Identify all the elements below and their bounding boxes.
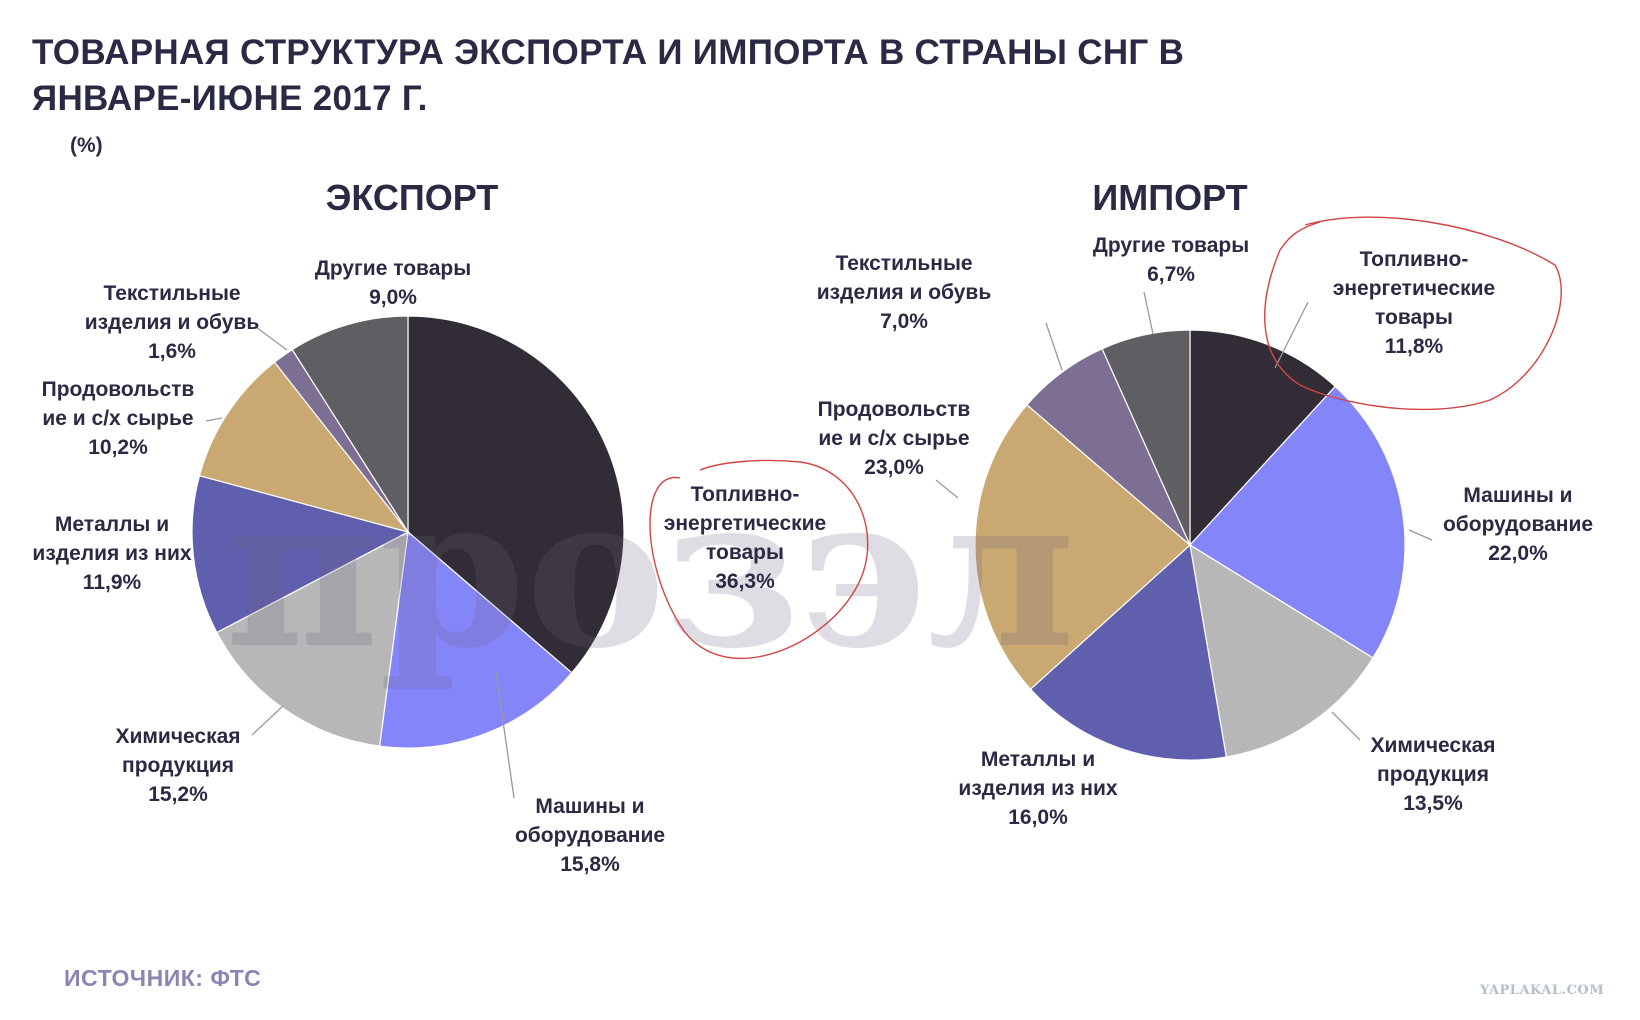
export-value-chemical: 15,2%: [148, 783, 208, 806]
export-label-line-fuel: товары: [706, 541, 784, 564]
import-chart-title: ИМПОРТ: [1092, 177, 1247, 218]
export-label-line-fuel: Топливно-: [691, 483, 800, 506]
import-label-line-machinery: оборудование: [1443, 513, 1593, 536]
unit-label: (%): [70, 134, 103, 157]
import-label-line-textile: изделия и обувь: [817, 281, 992, 304]
export-label-line-textile: Текстильные: [103, 282, 240, 305]
export-value-other: 9,0%: [369, 286, 417, 309]
export-value-textile: 1,6%: [148, 340, 196, 363]
import-slice-other: [1101, 329, 1191, 546]
export-label-line-machinery: Машины и: [535, 795, 644, 818]
import-value-metals: 16,0%: [1008, 806, 1068, 829]
export-slice-other: [291, 315, 409, 535]
import-label-line-metals: изделия из них: [958, 777, 1117, 800]
import-value-machinery: 22,0%: [1488, 542, 1548, 565]
import-value-other: 6,7%: [1147, 263, 1195, 286]
source-note: ИСТОЧНИК: ФТС: [64, 965, 262, 991]
import-label-line-metals: Металлы и: [981, 748, 1095, 771]
export-chart-title: ЭКСПОРТ: [326, 177, 499, 218]
export-value-fuel: 36,3%: [715, 570, 775, 593]
pie-slices-layer: [191, 315, 1406, 761]
import-label-line-fuel: товары: [1375, 306, 1453, 329]
import-leader-food: [935, 479, 959, 499]
export-slice-food: [198, 361, 410, 534]
import-leader-chemical: [1331, 711, 1361, 741]
import-slice-metals: [1029, 543, 1227, 761]
export-slice-fuel: [407, 315, 625, 674]
import-label-line-food: ие и с/х сырье: [818, 427, 969, 450]
export-label-metals: Металлы и изделия из них 11,9%: [32, 513, 191, 594]
export-label-line-chemical: продукция: [122, 754, 234, 777]
export-leader-chemical: [251, 705, 284, 736]
export-slice-metals: [191, 474, 410, 634]
export-slice-machinery: [378, 530, 573, 749]
export-label-line-textile: изделия и обувь: [85, 311, 260, 334]
import-label-textile: Текстильные изделия и обувь 7,0%: [817, 252, 992, 333]
import-label-food: Продовольств ие и с/х сырье 23,0%: [818, 398, 971, 479]
import-slice-machinery: [1189, 385, 1406, 659]
import-label-line-other: Другие товары: [1093, 234, 1249, 257]
export-value-machinery: 15,8%: [560, 853, 620, 876]
import-slice-food: [974, 404, 1191, 691]
import-leader-other: [1143, 291, 1154, 335]
import-label-line-food: Продовольств: [818, 398, 971, 421]
export-annotation-circle-fuel: [649, 459, 869, 660]
export-value-metals: 11,9%: [83, 571, 142, 594]
export-label-chemical: Химическая продукция 15,2%: [115, 725, 240, 806]
import-label-line-chemical: продукция: [1377, 763, 1489, 786]
export-leader-food: [205, 417, 223, 422]
page-title-line-1: ТОВАРНАЯ СТРУКТУРА ЭКСПОРТА И ИМПОРТА В …: [32, 33, 1185, 72]
import-label-chemical: Химическая продукция 13,5%: [1370, 734, 1495, 815]
import-label-metals: Металлы и изделия из них 16,0%: [958, 748, 1117, 829]
import-label-line-chemical: Химическая: [1370, 734, 1495, 757]
import-leader-textile: [1045, 322, 1063, 371]
export-slice-chemical: [215, 530, 409, 747]
watermark-text: прозэл: [225, 448, 1076, 695]
import-label-fuel: Топливно-энергетические товары 11,8%: [1333, 248, 1496, 358]
export-label-textile: Текстильные изделия и обувь 1,6%: [85, 282, 260, 363]
import-label-line-machinery: Машины и: [1463, 484, 1572, 507]
export-label-other: Другие товары 9,0%: [315, 257, 471, 309]
import-annotation-circle-fuel: [1264, 216, 1562, 411]
labels-layer: ЭКСПОРТ Топливно-энергетические товары 36,3…: [32, 177, 1593, 876]
import-label-line-fuel: энергетические: [1333, 277, 1496, 300]
export-label-line-metals: Металлы и: [55, 513, 169, 536]
import-leader-fuel: [1274, 301, 1309, 369]
import-label-line-fuel: Топливно-: [1360, 248, 1469, 271]
import-value-fuel: 11,8%: [1385, 335, 1444, 358]
export-label-line-food: Продовольств: [42, 378, 195, 401]
import-value-textile: 7,0%: [880, 310, 928, 333]
export-label-line-machinery: оборудование: [515, 824, 665, 847]
import-value-chemical: 13,5%: [1403, 792, 1463, 815]
import-slice-chemical: [1189, 543, 1374, 758]
export-label-line-fuel: энергетические: [664, 512, 827, 535]
export-label-line-metals: изделия из них: [32, 542, 191, 565]
import-value-food: 23,0%: [864, 456, 924, 479]
import-label-other: Другие товары 6,7%: [1093, 234, 1249, 286]
export-label-line-other: Другие товары: [315, 257, 471, 280]
page-title-line-2: ЯНВАРЕ-ИЮНЕ 2017 Г.: [32, 79, 428, 118]
export-value-food: 10,2%: [88, 436, 148, 459]
export-leader-machinery: [495, 671, 515, 799]
export-label-food: Продовольств ие и с/х сырье 10,2%: [42, 378, 195, 459]
export-label-machinery: Машины и оборудование 15,8%: [515, 795, 665, 876]
export-label-line-chemical: Химическая: [115, 725, 240, 748]
export-label-fuel: Топливно-энергетические товары 36,3%: [664, 483, 827, 593]
import-label-machinery: Машины и оборудование 22,0%: [1443, 484, 1593, 565]
site-watermark: YAPLAKAL.COM: [1480, 983, 1605, 998]
import-leader-machinery: [1408, 529, 1433, 541]
import-label-line-textile: Текстильные: [835, 252, 972, 275]
page-title: ТОВАРНАЯ СТРУКТУРА ЭКСПОРТА И ИМПОРТА В …: [32, 30, 1332, 122]
export-label-line-food: ие и с/х сырье: [42, 407, 193, 430]
export-leader-textile: [255, 326, 288, 351]
